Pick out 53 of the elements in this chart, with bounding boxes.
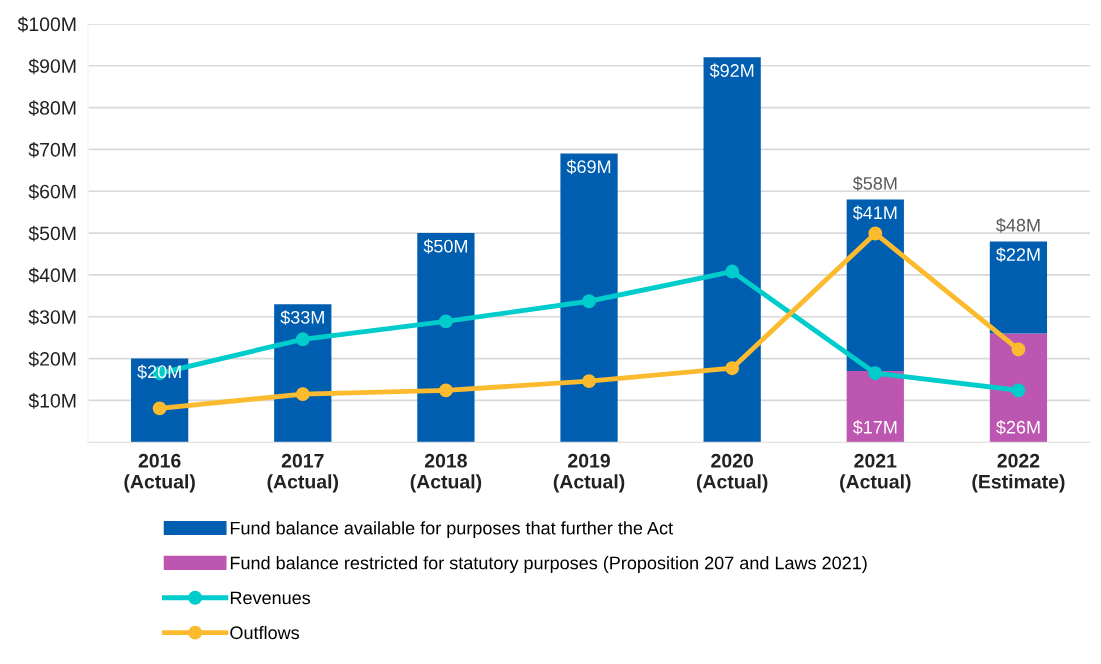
y-tick-label: $50M — [28, 225, 76, 242]
bar — [703, 57, 761, 443]
data-label: $41M — [852, 205, 897, 221]
y-tick-label: $90M — [28, 58, 76, 75]
y-tick-label: $60M — [28, 183, 76, 200]
point — [152, 401, 167, 416]
y-tick-label: $40M — [28, 267, 76, 284]
x-tick-label: 2018 (Actual) — [410, 453, 482, 493]
data-label: $50M — [423, 239, 468, 254]
legend-label: Fund balance available for purposes that further the Act — [230, 521, 673, 539]
bar — [417, 233, 475, 443]
data-label: $26M — [996, 420, 1040, 435]
data-label: $20M — [137, 364, 181, 380]
bar — [846, 371, 904, 443]
point — [295, 387, 310, 402]
data-label: $33M — [280, 310, 324, 325]
point — [1011, 383, 1026, 398]
bar — [846, 199, 904, 372]
point — [582, 374, 596, 389]
legend-label: Outflows — [230, 625, 300, 640]
x-tick-label: 2017 (Actual) — [267, 453, 338, 493]
point — [582, 294, 596, 309]
x-tick-label: 2016 (Actual) — [124, 453, 195, 493]
total-label: $58M — [852, 176, 897, 191]
legend-label: Revenues — [230, 591, 311, 605]
y-tick-label: $100M — [17, 16, 76, 33]
y-tick-label: $70M — [28, 142, 76, 158]
x-tick-label: 2019 (Actual) — [553, 453, 625, 493]
point — [295, 332, 310, 347]
bar — [989, 333, 1048, 443]
y-tick-label: $10M — [28, 393, 76, 409]
bar — [560, 153, 618, 443]
x-tick-label: 2022 (Estimate) — [972, 453, 1065, 493]
point — [868, 226, 883, 241]
total-label: $48M — [996, 218, 1040, 233]
y-tick-label: $80M — [28, 100, 76, 116]
x-tick-label: 2021 (Actual) — [840, 453, 911, 493]
x-tick-label: 2020 (Actual) — [696, 453, 768, 493]
y-tick-label: $20M — [28, 351, 76, 367]
point — [1011, 342, 1026, 357]
data-label: $92M — [709, 63, 754, 78]
point — [438, 383, 453, 398]
data-label: $22M — [996, 247, 1040, 263]
bar — [274, 304, 332, 443]
point — [725, 361, 740, 376]
data-label: $17M — [852, 420, 897, 435]
y-tick-label: $30M — [28, 309, 76, 326]
point — [725, 264, 740, 279]
point — [868, 366, 883, 381]
data-label: $69M — [566, 159, 611, 175]
legend-label: Fund balance restricted for statutory purposes (Proposition 207 and Laws 2021) — [230, 556, 867, 573]
bar — [989, 241, 1048, 334]
point — [438, 314, 453, 329]
